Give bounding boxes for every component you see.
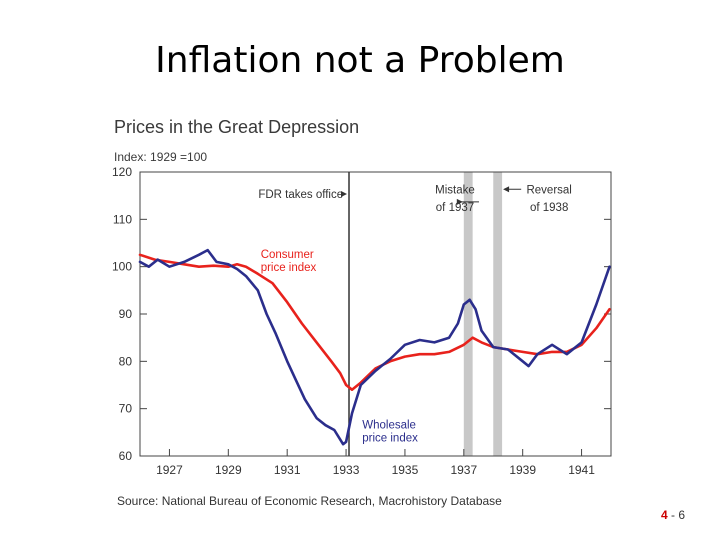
x-tick-label-1933: 1933 — [333, 463, 360, 477]
cpi-line — [138, 253, 611, 392]
y-tick-label-120: 120 — [112, 165, 132, 179]
source-note: Source: National Bureau of Economic Rese… — [117, 494, 502, 508]
y-tick-label-70: 70 — [119, 402, 133, 416]
x-tick-label-1935: 1935 — [392, 463, 419, 477]
page-number: 6 — [678, 508, 686, 522]
y-tick-label-80: 80 — [119, 354, 133, 368]
wpi-label-1: Wholesale — [362, 420, 416, 432]
annotation-mistake-1: Mistake — [435, 184, 475, 196]
cpi-label-2: price index — [261, 262, 317, 274]
slide-title: Inflation not a Problem — [155, 40, 565, 81]
y-tick-label-60: 60 — [119, 449, 133, 463]
wpi-label-2: price index — [362, 433, 418, 445]
y-tick-label-110: 110 — [113, 212, 132, 226]
wpi-line — [138, 248, 611, 446]
y-tick-label-90: 90 — [119, 307, 133, 321]
reversal-arrow-head — [503, 186, 510, 193]
plot-frame — [139, 171, 612, 457]
x-tick-label-1937: 1937 — [450, 463, 477, 477]
chart-title: Prices in the Great Depression — [114, 117, 360, 137]
shaded-period-1 — [463, 172, 473, 456]
shaded-period-2 — [493, 172, 503, 456]
x-tick-label-1931: 1931 — [274, 463, 301, 477]
annotation-reversal-2: of 1938 — [530, 202, 568, 214]
cpi-label-1: Consumer — [261, 249, 314, 261]
slide-number: 4 - 6 — [661, 508, 685, 522]
page-separator: - — [667, 508, 679, 522]
annotation-fdr: FDR takes office — [258, 189, 343, 201]
x-tick-label-1929: 1929 — [215, 463, 242, 477]
x-tick-label-1939: 1939 — [509, 463, 536, 477]
y-axis-label: Index: 1929 =100 — [114, 150, 208, 164]
fdr-arrow-head — [341, 191, 348, 198]
x-tick-label-1927: 1927 — [156, 463, 183, 477]
y-tick-label-100: 100 — [112, 260, 132, 274]
annotation-reversal-1: Reversal — [526, 184, 571, 196]
x-tick-label-1941: 1941 — [568, 463, 595, 477]
annotation-mistake-2: of 1937 — [436, 202, 474, 214]
chapter-number: 4 — [661, 508, 668, 522]
mistake-arrow-head — [456, 198, 463, 205]
